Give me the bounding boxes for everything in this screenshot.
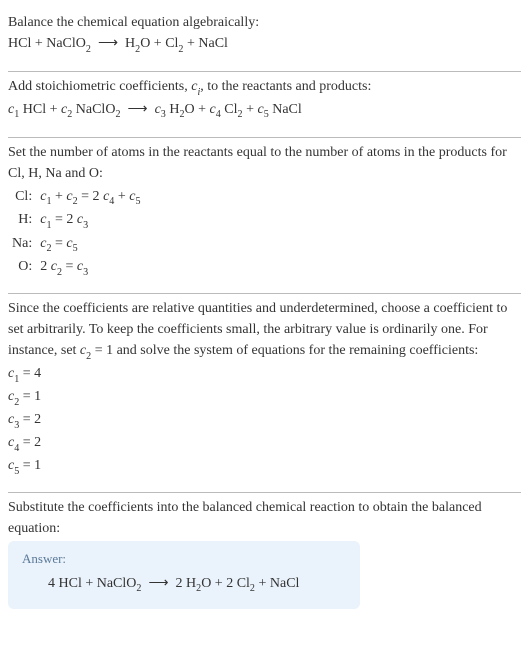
section-body: Balance the chemical equation algebraica… (8, 8, 521, 71)
coeff-value: 2 (34, 412, 41, 427)
equation-unbalanced: HCl + NaClO2 ⟶ H2O + Cl2 + NaCl (8, 33, 521, 57)
section-body: Substitute the coefficients into the bal… (8, 493, 521, 623)
section-solve: Since the coefficients are relative quan… (8, 294, 521, 492)
coeff-line: c3 = 2 (8, 409, 521, 432)
table-row: H: c1 = 2 c3 (8, 209, 145, 232)
element-label: H: (8, 209, 36, 232)
coeff-line: c2 = 1 (8, 386, 521, 409)
element-label: Na: (8, 233, 36, 256)
section-body: Since the coefficients are relative quan… (8, 294, 521, 491)
section-stoich: Add stoichiometric coefficients, ci, to … (8, 72, 521, 138)
coeff-value: 1 (34, 458, 41, 473)
section-answer: Substitute the coefficients into the bal… (8, 493, 521, 623)
element-equation: 2 c2 = c3 (36, 256, 144, 279)
intro-text: Set the number of atoms in the reactants… (8, 142, 521, 184)
coeff-line: c4 = 2 (8, 432, 521, 455)
element-equation: c1 = 2 c3 (36, 209, 144, 232)
intro-text: Since the coefficients are relative quan… (8, 298, 521, 363)
element-label: O: (8, 256, 36, 279)
equation-with-coeffs: c1 HCl + c2 NaClO2 ⟶ c3 H2O + c4 Cl2 + c… (8, 99, 521, 123)
intro-text-a: Add stoichiometric coefficients, (8, 79, 191, 94)
coeff-value: 4 (34, 366, 41, 381)
element-equation: c1 + c2 = 2 c4 + c5 (36, 186, 144, 209)
answer-label: Answer: (22, 551, 346, 567)
answer-box: Answer: 4 HCl + NaClO2 ⟶ 2 H2O + 2 Cl2 +… (8, 541, 360, 609)
intro-text: Add stoichiometric coefficients, ci, to … (8, 76, 521, 99)
coeff-line: c1 = 4 (8, 363, 521, 386)
section-body: Add stoichiometric coefficients, ci, to … (8, 72, 521, 137)
section-body: Set the number of atoms in the reactants… (8, 138, 521, 294)
coeff-line: c5 = 1 (8, 455, 521, 478)
coefficient-list: c1 = 4 c2 = 1 c3 = 2 c4 = 2 c5 = 1 (8, 363, 521, 478)
balanced-equation: 4 HCl + NaClO2 ⟶ 2 H2O + 2 Cl2 + NaCl (22, 573, 346, 597)
section-atoms: Set the number of atoms in the reactants… (8, 138, 521, 295)
element-equation: c2 = c5 (36, 233, 144, 256)
intro-text-b: , to the reactants and products: (200, 79, 371, 94)
section-balance-intro: Balance the chemical equation algebraica… (8, 8, 521, 72)
table-row: O: 2 c2 = c3 (8, 256, 145, 279)
table-row: Na: c2 = c5 (8, 233, 145, 256)
table-row: Cl: c1 + c2 = 2 c4 + c5 (8, 186, 145, 209)
intro-text: Substitute the coefficients into the bal… (8, 497, 521, 539)
coeff-value: 1 (34, 389, 41, 404)
atoms-table: Cl: c1 + c2 = 2 c4 + c5 H: c1 = 2 c3 Na:… (8, 186, 145, 280)
intro-text-b: and solve the system of equations for th… (113, 343, 478, 358)
intro-text: Balance the chemical equation algebraica… (8, 12, 521, 33)
coeff-value: 2 (34, 435, 41, 450)
element-label: Cl: (8, 186, 36, 209)
